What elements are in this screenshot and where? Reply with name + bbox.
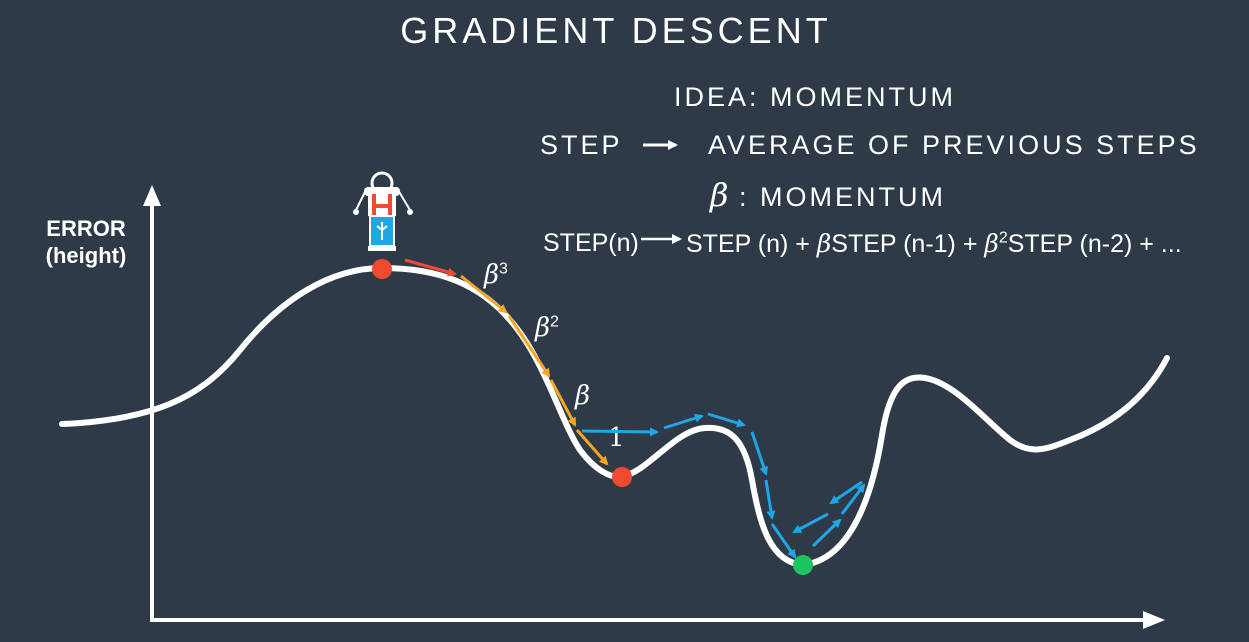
step-arrow-orange-3 (549, 379, 577, 427)
momentum-step-arrows (581, 412, 866, 559)
step-arrow-blue (750, 431, 769, 476)
x-axis-arrowhead (1143, 611, 1165, 629)
step-arrow-blue (764, 479, 776, 520)
formula-exponent-2: 2 (998, 229, 1008, 247)
local-minimum-point (612, 467, 632, 487)
step-label-beta2: β2 (535, 313, 559, 343)
y-axis-label-line-2: (height) (45, 243, 127, 268)
step-arrow-orange-1 (460, 274, 508, 314)
step-arrow-blue (770, 523, 797, 559)
formula-term-3: STEP (n-2) + ... (1007, 230, 1182, 258)
formula-beta-2: β (984, 229, 999, 258)
step-label-beta3: β3 (484, 260, 508, 290)
formula-lhs: STEP(n) (543, 229, 639, 257)
beta-definition: β : MOMENTUM (710, 176, 946, 214)
global-minimum-point (793, 555, 813, 575)
error-curve (59, 264, 1170, 569)
robot-icon (353, 171, 413, 251)
y-axis-arrowhead (143, 185, 161, 206)
y-axis-label: ERROR (height) (30, 215, 142, 269)
start-point (372, 259, 392, 279)
step-arrow-blue (663, 413, 704, 430)
step-arrow-blue (707, 412, 746, 428)
formula-beta-1: β (816, 229, 832, 258)
step-arrow-blue (829, 480, 863, 505)
formula-term-2: STEP (n-1) + (831, 230, 978, 258)
step-average-text: AVERAGE OF PREVIOUS STEPS (708, 130, 1200, 160)
beta-symbol: β (710, 176, 729, 214)
slide-title: GRADIENT DESCENT (400, 10, 832, 51)
step-arrow-blue (581, 427, 659, 437)
momentum-formula: STEP (n) + βSTEP (n-1) + β2STEP (n-2) + … (686, 229, 1182, 259)
step-label-beta1: β (575, 381, 591, 411)
step-label: STEP (540, 130, 623, 160)
y-axis-label-line-1: ERROR (46, 216, 126, 241)
step-arrow-orange-2 (507, 315, 551, 378)
idea-heading: IDEA: MOMENTUM (674, 82, 956, 112)
formula-term-1: STEP (n) + (686, 230, 810, 258)
step-arrow-red (404, 258, 457, 277)
step-arrow-orange-4 (575, 429, 609, 466)
beta-definition-text: : MOMENTUM (739, 182, 946, 212)
step-arrow-blue (811, 518, 842, 548)
step-arrow-blue (840, 483, 866, 515)
step-arrow-blue (792, 512, 829, 534)
